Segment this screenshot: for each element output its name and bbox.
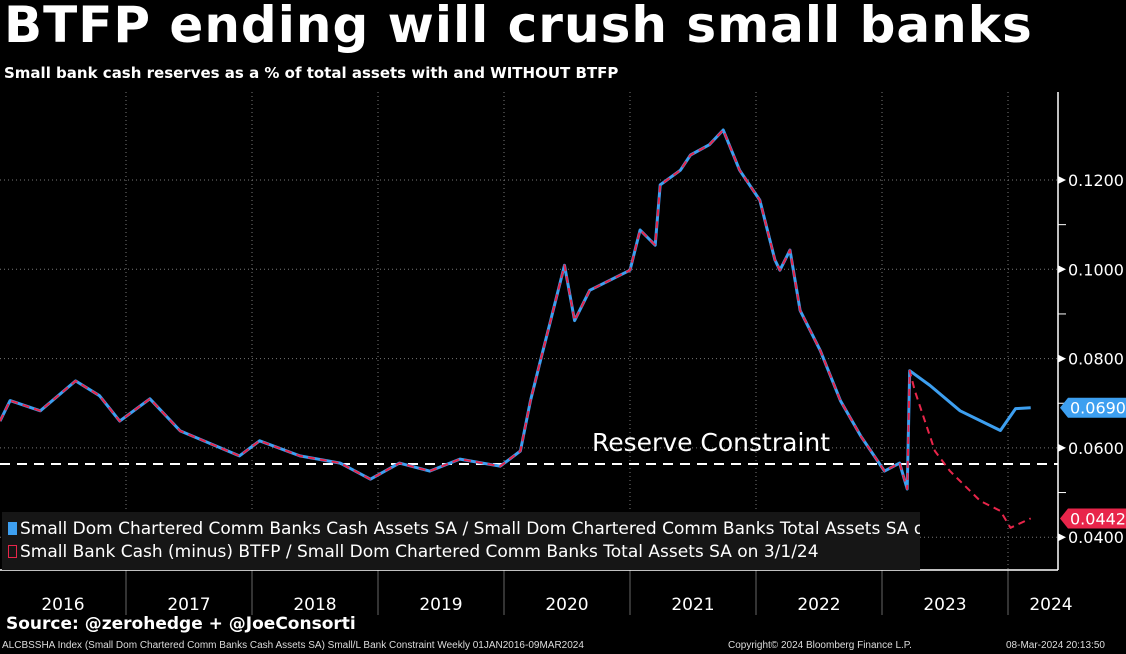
footer-center: Copyright© 2024 Bloomberg Finance L.P. [728,640,912,651]
y-tick-label: 0.1200 [1068,171,1124,190]
legend-item-blue: Small Dom Chartered Comm Banks Cash Asse… [2,518,920,541]
legend-swatch-blue [8,522,17,535]
x-tick-label: 2018 [293,595,336,615]
footer-left: ALCBSSHA Index (Small Dom Chartered Comm… [2,640,584,651]
x-tick-label: 2017 [167,595,210,615]
y-tick-label: 0.1000 [1068,260,1124,279]
last-value-badge: 0.0690 [1060,397,1126,418]
y-tick-marker [1058,265,1066,274]
x-tick-label: 2020 [545,595,588,615]
legend: Small Dom Chartered Comm Banks Cash Asse… [2,512,920,570]
x-tick-label: 2024 [1029,595,1072,615]
x-tick-label: 2022 [797,595,840,615]
reserve-constraint-label: Reserve Constraint [592,428,830,457]
chart-title: BTFP ending will crush small banks [4,0,1033,54]
y-tick-marker [1058,176,1066,184]
y-tick-marker [1058,533,1066,542]
legend-swatch-red [8,545,17,558]
x-tick-label: 2021 [671,595,714,615]
y-tick-marker [1058,354,1066,363]
last-value-badge-bg [1060,397,1126,418]
series-line-with-btfp [0,128,1031,491]
footer-right: 08-Mar-2024 20:13:50 [1006,640,1105,651]
x-tick-label: 2023 [923,595,966,615]
y-tick-label: 0.0800 [1068,350,1124,369]
x-tick-label: 2019 [419,595,462,615]
source-note: Source: @zerohedge + @JoeConsorti [6,614,356,634]
y-tick-marker [1058,443,1066,452]
series-line-without-btfp [0,129,1032,529]
y-tick-label: 0.0600 [1068,439,1124,458]
legend-label: Small Bank Cash (minus) BTFP / Small Dom… [20,542,819,562]
last-value-label: 0.0442 [1070,509,1126,528]
legend-item-red: Small Bank Cash (minus) BTFP / Small Dom… [2,541,920,564]
x-tick-label: 2016 [41,595,84,615]
y-tick-label: 0.0400 [1068,528,1124,547]
legend-label: Small Dom Chartered Comm Banks Cash Asse… [20,519,920,539]
chart-subtitle: Small bank cash reserves as a % of total… [4,64,619,82]
last-value-badge: 0.0442 [1060,508,1126,529]
last-value-label: 0.0690 [1070,399,1126,418]
last-value-badge-bg [1060,508,1126,529]
